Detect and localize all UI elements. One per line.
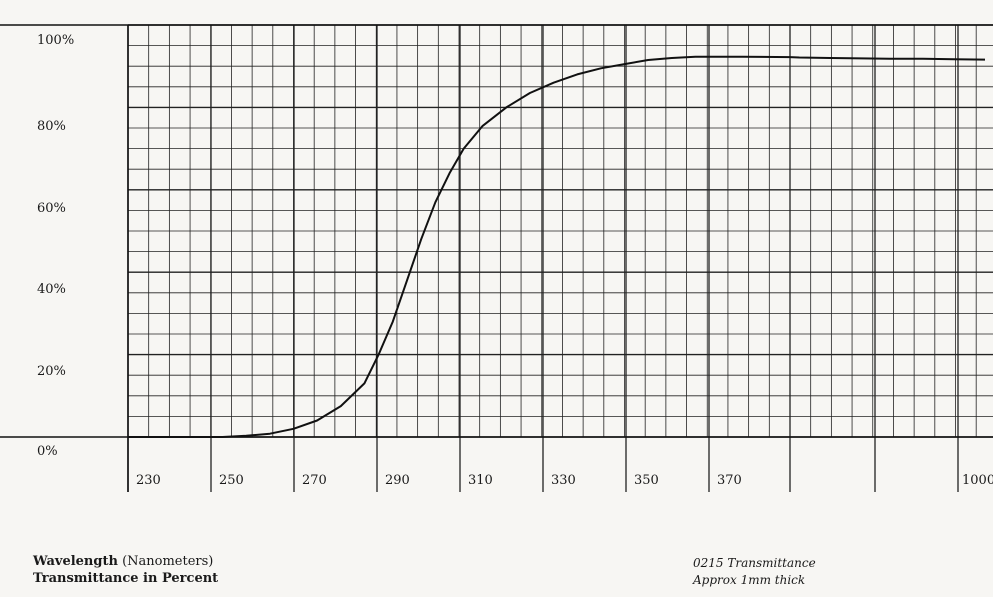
x-tick-label: 330 (551, 473, 576, 488)
x-tick-label: 310 (468, 473, 493, 488)
x-axis-label-bold: Wavelength (33, 554, 118, 569)
x-tick-label: 270 (302, 473, 327, 488)
y-tick-label: 40% (37, 282, 66, 297)
x-tick-label: 250 (219, 473, 244, 488)
x-tick-label: 1000 (962, 473, 993, 488)
chart-note: 0215 Transmittance Approx 1mm thick (693, 555, 816, 589)
x-axis-label: Wavelength (Nanometers) (33, 553, 218, 570)
note-line-2: Approx 1mm thick (693, 573, 806, 587)
x-axis-label-rest: (Nanometers) (117, 554, 214, 569)
y-tick-label: 0% (37, 444, 58, 459)
y-tick-label: 100% (37, 33, 74, 48)
y-tick-label: 20% (37, 364, 66, 379)
x-tick-label: 290 (385, 473, 410, 488)
axis-captions: Wavelength (Nanometers) Transmittance in… (33, 553, 218, 587)
y-tick-label: 60% (37, 201, 66, 216)
transmittance-curve (128, 55, 986, 438)
y-axis-label: Transmittance in Percent (33, 571, 219, 586)
x-tick-label: 370 (717, 473, 742, 488)
x-tick-label: 350 (634, 473, 659, 488)
y-tick-label: 80% (37, 119, 66, 134)
x-tick-label: 230 (136, 473, 161, 488)
note-line-1: 0215 Transmittance (693, 556, 816, 570)
